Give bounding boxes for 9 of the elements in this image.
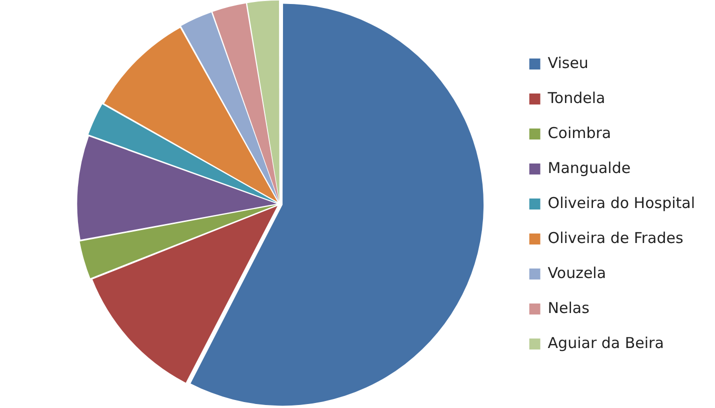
legend-label: Oliveira do Hospital: [548, 194, 696, 212]
legend-label: Mangualde: [548, 158, 631, 177]
legend-label: Nelas: [548, 298, 590, 317]
legend-label: Coimbra: [548, 124, 612, 142]
legend-label: Oliveira de Frades: [548, 228, 684, 247]
legend-label: Tondela: [546, 88, 606, 107]
legend-label: Vouzela: [548, 264, 606, 282]
legend-label: Aguiar da Beira: [548, 334, 664, 352]
legend-label: Viseu: [548, 54, 588, 72]
